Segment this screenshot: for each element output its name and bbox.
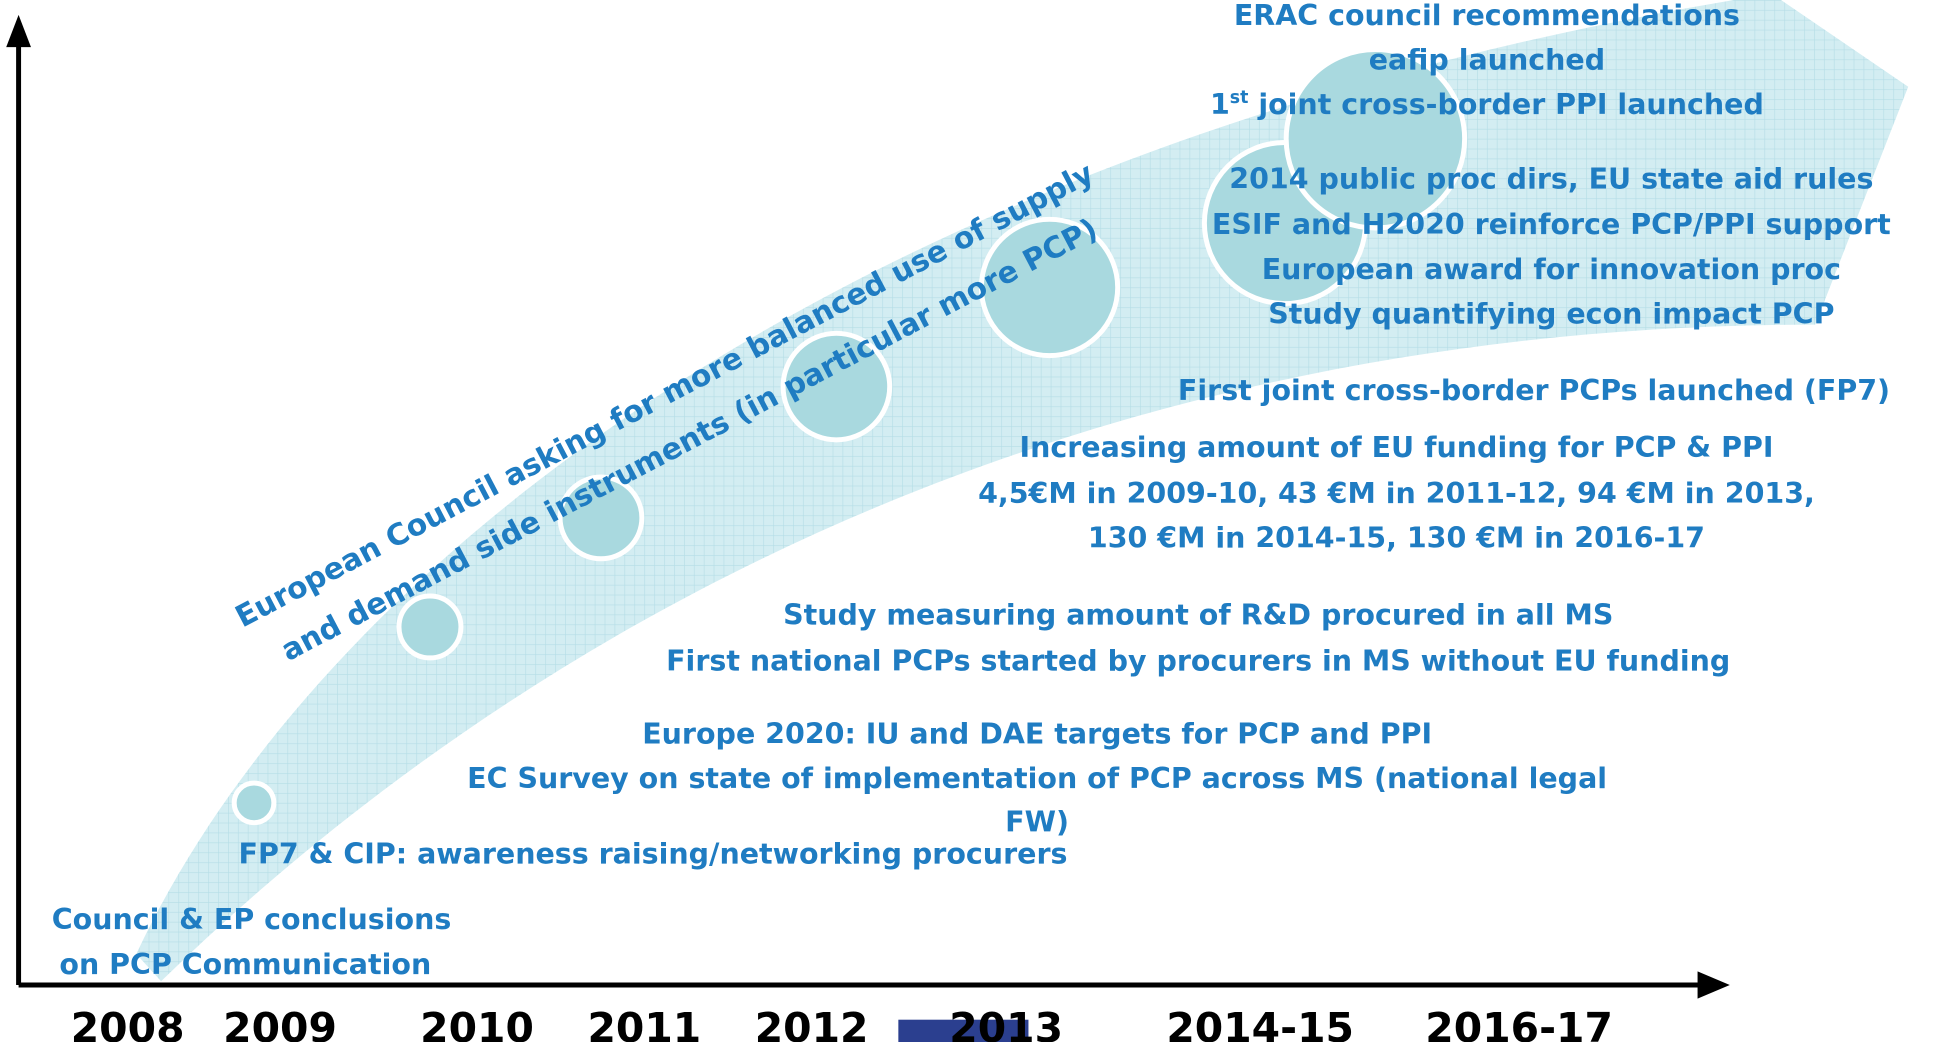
event-line: 2014 public proc dirs, EU state aid rule… bbox=[1229, 162, 1873, 195]
circle bbox=[1283, 47, 1468, 231]
year: 2010 bbox=[420, 1004, 534, 1042]
event-line: 4,5€M in 2009-10, 43 €M in 2011-12, 94 €… bbox=[978, 477, 1815, 510]
text: joint cross-border PPI launched bbox=[1248, 88, 1763, 121]
event-line: Study measuring amount of R&D procured i… bbox=[783, 598, 1613, 631]
superscript: st bbox=[1230, 88, 1249, 108]
event-line: Study quantifying econ impact PCP bbox=[1268, 297, 1834, 330]
highlight-bar bbox=[898, 1019, 1029, 1042]
year: 2011 bbox=[587, 1004, 701, 1042]
circle bbox=[780, 330, 893, 443]
circle bbox=[557, 474, 645, 562]
year: 2016-17 bbox=[1425, 1004, 1613, 1042]
event-line: First national PCPs started by procurers… bbox=[666, 644, 1730, 677]
milestone-circles bbox=[231, 47, 1468, 826]
event-line: Europe 2020: IU and DAE targets for PCP … bbox=[642, 717, 1432, 750]
x-arrowhead bbox=[1697, 971, 1730, 999]
years: 2008 2009 2010 2011 2012 2013 2014-15 20… bbox=[71, 1004, 1613, 1042]
circle bbox=[231, 780, 277, 826]
event-line: First joint cross-border PCPs launched (… bbox=[1178, 374, 1890, 407]
year: 2009 bbox=[223, 1004, 337, 1042]
event-line: European award for innovation proc bbox=[1262, 253, 1841, 286]
circle bbox=[396, 593, 464, 661]
event-line: Increasing amount of EU funding for PCP … bbox=[1020, 431, 1774, 464]
year: 2014-15 bbox=[1166, 1004, 1354, 1042]
circle bbox=[978, 216, 1121, 359]
progress-arrow bbox=[136, 0, 1909, 982]
year: 2008 bbox=[71, 1004, 185, 1042]
events: Council & EP conclusions on PCP Communic… bbox=[52, 0, 1891, 981]
axes bbox=[6, 14, 1730, 999]
text: 1 bbox=[1210, 88, 1230, 121]
event-line: 1st joint cross-border PPI launched bbox=[1210, 88, 1764, 121]
event-line: Council & EP conclusions bbox=[52, 903, 452, 936]
event-line: FW) bbox=[1005, 805, 1069, 838]
event-line: on PCP Communication bbox=[59, 948, 431, 981]
year: 2013 bbox=[949, 1004, 1063, 1042]
event-line: ESIF and H2020 reinforce PCP/PPI support bbox=[1212, 208, 1891, 241]
event-line: eafip launched bbox=[1369, 43, 1605, 76]
event-line: FP7 & CIP: awareness raising/networking … bbox=[239, 838, 1068, 871]
year: 2012 bbox=[755, 1004, 869, 1042]
event-line: EC Survey on state of implementation of … bbox=[467, 762, 1607, 795]
event-line: ERAC council recommendations bbox=[1234, 0, 1740, 32]
y-arrowhead bbox=[6, 14, 31, 48]
event-line: 130 €M in 2014-15, 130 €M in 2016-17 bbox=[1088, 522, 1705, 555]
